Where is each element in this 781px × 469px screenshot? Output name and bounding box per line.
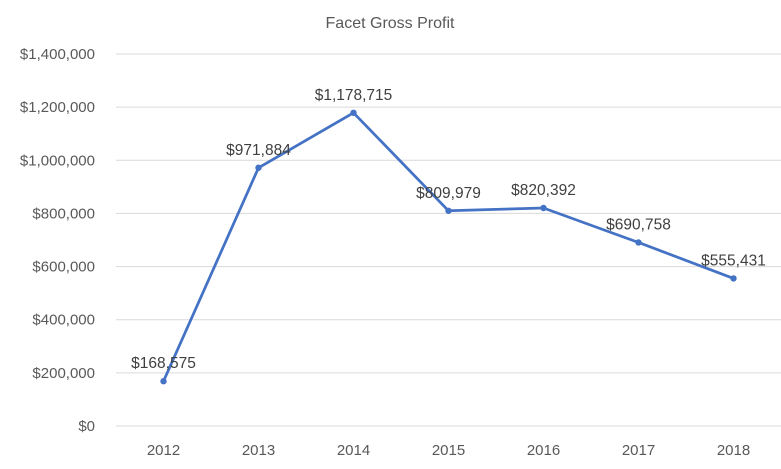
y-tick-label: $600,000 [32,259,95,276]
x-tick-label: 2018 [717,442,750,459]
y-tick-label: $1,000,000 [20,152,95,169]
data-label: $809,979 [416,185,481,202]
data-point [730,275,737,282]
y-tick-label: $400,000 [32,312,95,329]
y-axis-tick-labels: $0 $200,000 $400,000 $600,000 $800,000 $1,000… [20,46,95,435]
data-label: $971,884 [226,142,291,159]
data-point [635,239,642,246]
data-point [540,204,547,212]
data-label: $1,178,715 [315,87,393,104]
x-tick-label: 2013 [242,442,275,459]
y-tick-label: $200,000 [32,365,95,382]
data-point [255,164,262,171]
data-label: $690,758 [606,216,671,233]
data-label: $168,575 [131,355,196,372]
data-markers [160,109,737,385]
x-tick-label: 2012 [147,442,180,459]
gridlines [116,53,781,427]
y-tick-label: $1,200,000 [20,99,95,116]
data-label: $555,431 [701,252,766,269]
data-point [350,109,357,116]
y-tick-label: $0 [78,418,95,435]
data-label: $820,392 [511,182,576,199]
data-point [445,207,452,214]
x-tick-label: 2015 [432,442,465,459]
data-point [160,378,167,385]
data-labels: $168,575 $971,884 $1,178,715 $809,979 $820,3… [131,87,766,372]
x-tick-label: 2017 [622,442,655,459]
x-tick-label: 2014 [337,442,370,459]
y-tick-label: $1,400,000 [20,46,95,63]
y-tick-label: $800,000 [32,205,95,222]
chart-title: Facet Gross Profit [326,15,455,32]
x-tick-label: 2016 [527,442,560,459]
x-axis-tick-labels: 2012 2013 2014 2015 2016 2017 2018 [147,442,750,459]
